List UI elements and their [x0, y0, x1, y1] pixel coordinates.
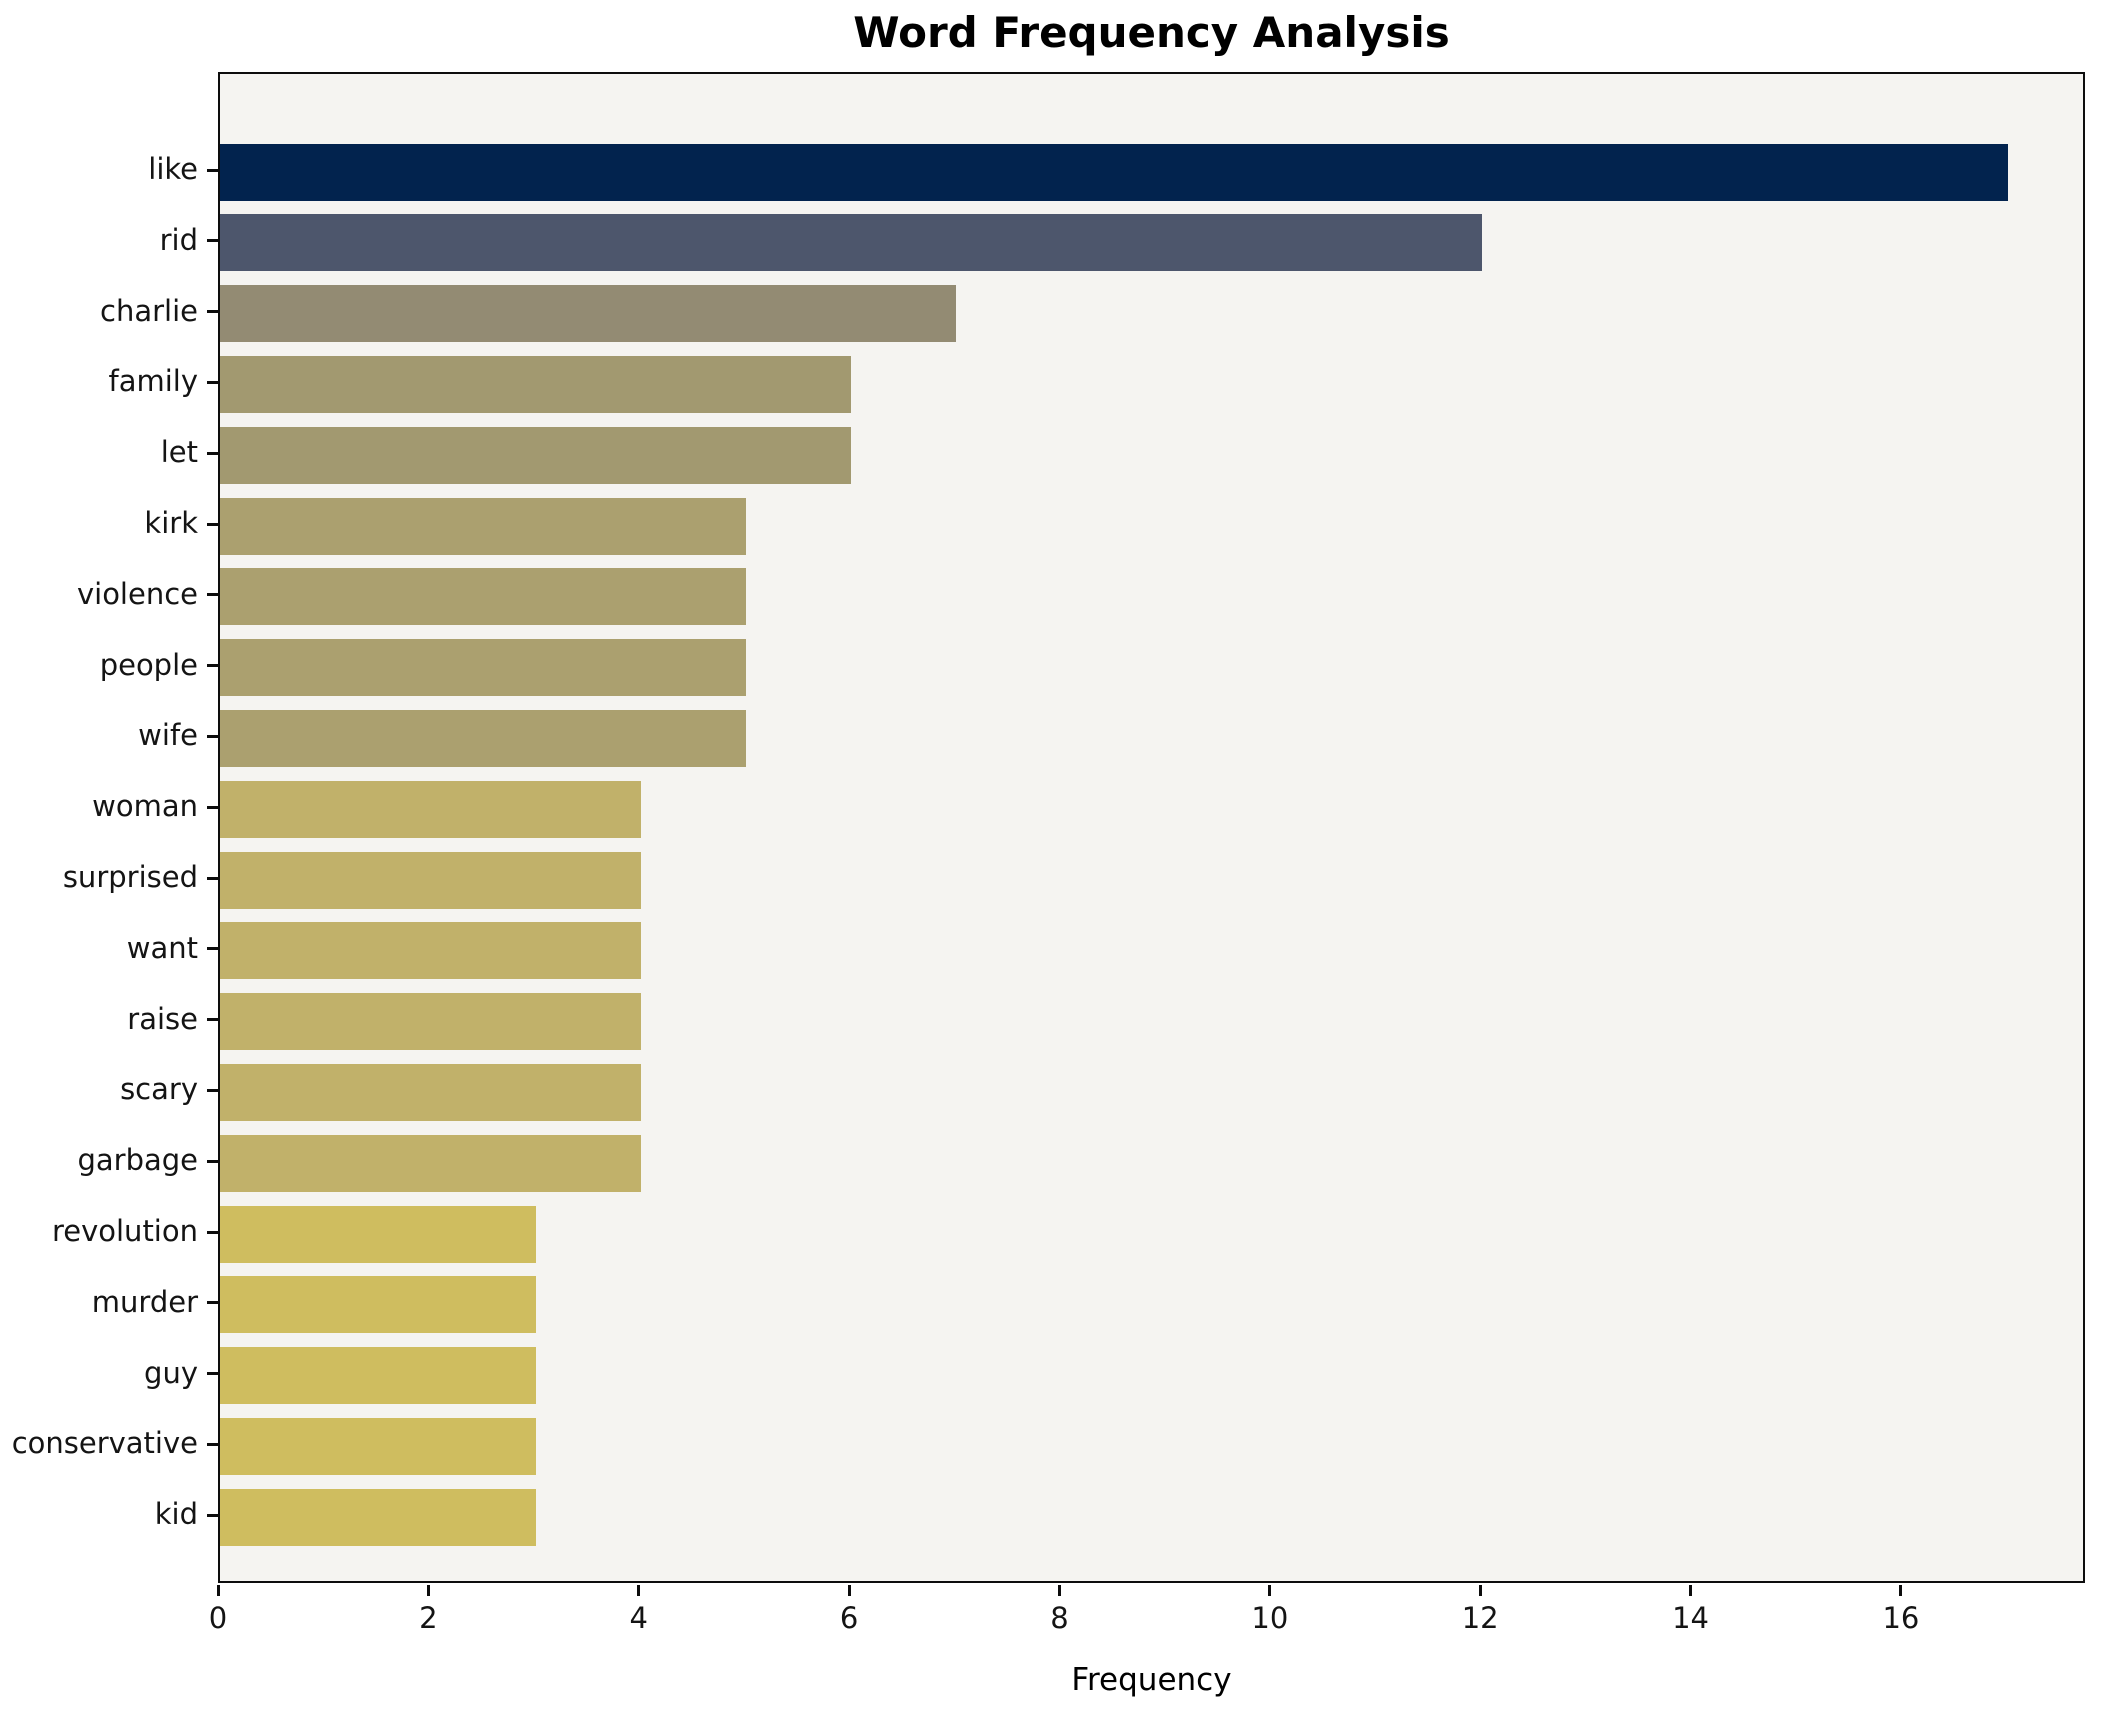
bar-want: [220, 922, 641, 980]
y-tick-mark: [207, 593, 218, 597]
x-tick-mark: [216, 1585, 220, 1596]
y-tick-mark: [207, 239, 218, 243]
bar-wife: [220, 709, 746, 767]
bar-family: [220, 355, 852, 413]
y-tick-mark: [207, 1088, 218, 1092]
bar-like: [220, 143, 2009, 201]
y-tick-label-scary: scary: [120, 1072, 198, 1107]
bar-charlie: [220, 285, 957, 343]
x-tick-mark: [1689, 1585, 1693, 1596]
y-tick-mark: [207, 805, 218, 809]
x-tick-label-0: 0: [208, 1601, 228, 1635]
y-tick-mark: [207, 876, 218, 880]
y-tick-label-let: let: [160, 435, 198, 470]
bar-conservative: [220, 1417, 536, 1475]
y-tick-mark: [207, 1230, 218, 1234]
y-tick-mark: [207, 1018, 218, 1022]
y-tick-label-kirk: kirk: [144, 506, 198, 540]
bar-surprised: [220, 851, 641, 909]
y-tick-label-like: like: [148, 152, 198, 186]
x-tick-label-12: 12: [1461, 1601, 1499, 1635]
y-tick-mark: [207, 522, 218, 526]
x-tick-mark: [426, 1585, 430, 1596]
y-tick-mark: [207, 734, 218, 738]
bar-rid: [220, 214, 1483, 272]
y-tick-label-surprised: surprised: [62, 860, 198, 894]
bar-kirk: [220, 497, 746, 555]
y-tick-label-guy: guy: [144, 1355, 198, 1390]
y-tick-mark: [207, 664, 218, 668]
bar-murder: [220, 1276, 536, 1334]
bar-kid: [220, 1488, 536, 1546]
x-tick-mark: [847, 1585, 851, 1596]
y-tick-label-rid: rid: [159, 222, 198, 257]
x-tick-label-2: 2: [419, 1601, 438, 1635]
x-tick-label-6: 6: [839, 1601, 859, 1635]
bar-woman: [220, 780, 641, 838]
chart-title: Word Frequency Analysis: [853, 8, 1450, 57]
bar-guy: [220, 1347, 536, 1405]
y-tick-mark: [207, 1513, 218, 1517]
y-tick-label-raise: raise: [127, 1001, 198, 1036]
x-tick-label-10: 10: [1251, 1601, 1289, 1635]
x-tick-mark: [1899, 1585, 1903, 1596]
y-tick-label-conservative: conservative: [11, 1426, 198, 1461]
x-tick-label-4: 4: [629, 1601, 648, 1635]
y-tick-mark: [207, 380, 218, 384]
y-tick-label-people: people: [99, 647, 198, 682]
y-tick-mark: [207, 1372, 218, 1376]
bar-people: [220, 639, 746, 697]
y-tick-label-woman: woman: [92, 789, 198, 824]
bar-raise: [220, 993, 641, 1051]
y-tick-label-violence: violence: [76, 576, 198, 611]
y-tick-mark: [207, 451, 218, 455]
x-tick-label-14: 14: [1672, 1601, 1710, 1635]
x-tick-mark: [1057, 1585, 1061, 1596]
y-tick-mark: [207, 168, 218, 172]
y-tick-mark: [207, 1442, 218, 1446]
y-tick-label-kid: kid: [154, 1497, 198, 1532]
bar-violence: [220, 568, 746, 626]
y-tick-mark: [207, 1159, 218, 1163]
x-axis-title: Frequency: [1071, 1662, 1232, 1698]
y-tick-label-family: family: [108, 364, 198, 399]
bar-garbage: [220, 1134, 641, 1192]
y-tick-mark: [207, 310, 218, 314]
bar-let: [220, 426, 852, 484]
y-tick-label-charlie: charlie: [100, 293, 198, 328]
x-tick-mark: [1268, 1585, 1272, 1596]
y-tick-mark: [207, 1301, 218, 1305]
x-tick-mark: [1478, 1585, 1482, 1596]
y-tick-label-garbage: garbage: [77, 1143, 198, 1178]
y-tick-mark: [207, 947, 218, 951]
y-tick-label-revolution: revolution: [51, 1214, 198, 1248]
y-tick-label-wife: wife: [138, 718, 198, 753]
y-tick-label-murder: murder: [91, 1284, 198, 1319]
x-tick-label-16: 16: [1882, 1601, 1920, 1635]
y-tick-label-want: want: [126, 930, 198, 965]
bar-scary: [220, 1063, 641, 1121]
plot-area: [218, 72, 2085, 1583]
x-tick-mark: [637, 1585, 641, 1596]
x-tick-label-8: 8: [1050, 1601, 1069, 1635]
bar-revolution: [220, 1205, 536, 1263]
